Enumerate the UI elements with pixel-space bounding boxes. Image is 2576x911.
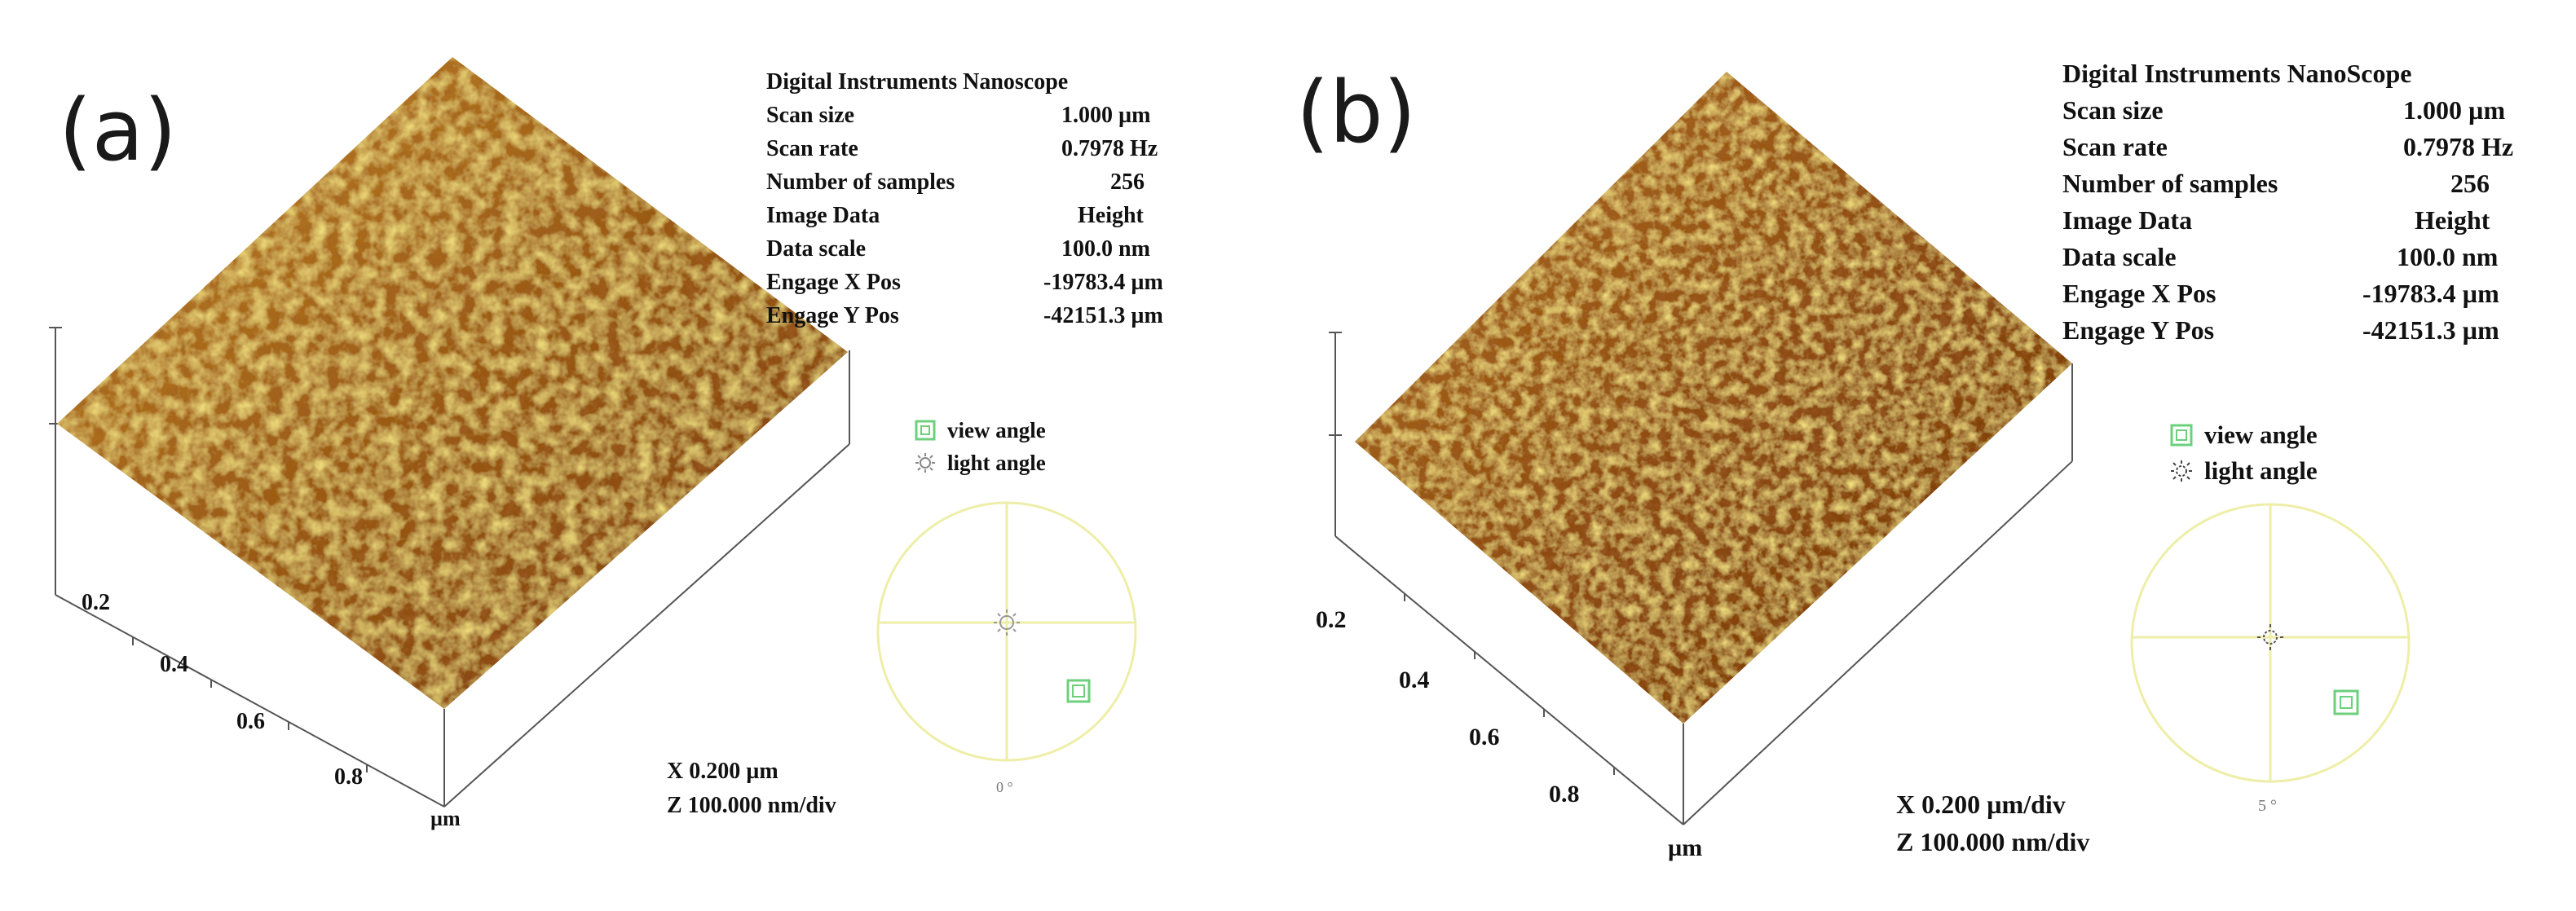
- axis-frame: [49, 327, 850, 808]
- scale-readout: X 0.200 µm/div Z 100.000 nm/div: [1896, 786, 2089, 860]
- param-value: -19783.4 µm: [1043, 270, 1163, 295]
- dial-angle-label: 0 °: [996, 779, 1013, 795]
- axis-tick-label: 0.6: [1469, 724, 1500, 750]
- axis-tick-label: 0.4: [1399, 667, 1430, 693]
- light-angle-icon: [915, 453, 935, 473]
- param-row: Scan rate 0.7978 Hz: [766, 132, 1158, 165]
- view-angle-icon: [2170, 424, 2193, 447]
- param-value: 1.000 µm: [2403, 95, 2506, 125]
- param-value: -42151.3 µm: [2362, 315, 2499, 345]
- param-row: Image Data Height: [766, 199, 1144, 232]
- param-value: 0.7978 Hz: [2403, 132, 2514, 161]
- param-value: 100.0 nm: [2397, 242, 2499, 271]
- angle-dial: [2130, 503, 2411, 783]
- scale-readout: X 0.200 µm Z 100.000 nm/div: [667, 755, 836, 823]
- axis-frame: [1329, 332, 2073, 825]
- light-angle-label: light angle: [2204, 456, 2318, 485]
- scan-info: Digital Instruments NanoScope Scan size 1…: [2062, 55, 2513, 349]
- param-name: Engage Y Pos: [2062, 315, 2215, 345]
- angle-legend: view angle light angle: [2170, 417, 2318, 489]
- light-angle-icon: [2171, 460, 2192, 482]
- param-value: -19783.4 µm: [2362, 279, 2499, 308]
- param-name: Engage Y Pos: [766, 303, 899, 328]
- afm-3d-surface: [49, 57, 850, 808]
- panel-a: (a) Digital Instruments Nanoscope Scan s…: [49, 57, 1163, 830]
- param-name: Image Data: [2062, 205, 2193, 235]
- axis-tick-label: 0.2: [82, 590, 110, 615]
- param-row: Engage Y Pos -42151.3 µm: [2062, 312, 2499, 349]
- axis-tick-label: 0.6: [236, 709, 265, 734]
- axis-tick-marks: [1404, 593, 1615, 775]
- param-row: Scan size 1.000 µm: [766, 99, 1150, 132]
- view-angle-legend: view angle: [2170, 417, 2318, 453]
- light-angle-marker: [2257, 624, 2283, 650]
- param-value: Height: [1078, 203, 1144, 228]
- axis-unit-label: µm: [1668, 834, 1703, 861]
- param-name: Scan size: [766, 103, 855, 128]
- panel-label: (a): [59, 81, 177, 180]
- x-scale: X 0.200 µm: [667, 759, 779, 784]
- axis-tick-label: 0.8: [334, 764, 363, 790]
- view-angle-marker: [1066, 679, 1091, 703]
- scan-info: Digital Instruments Nanoscope Scan size 1…: [766, 65, 1163, 332]
- param-value: 0.7978 Hz: [1061, 136, 1158, 161]
- param-row: Number of samples 256: [766, 165, 1145, 199]
- height-surface: [57, 57, 848, 709]
- param-row: Number of samples 256: [2062, 165, 2490, 202]
- param-row: Scan rate 0.7978 Hz: [2062, 129, 2513, 165]
- param-name: Scan size: [2062, 95, 2164, 125]
- param-name: Engage X Pos: [766, 270, 901, 295]
- afm-3d-surface: [1329, 72, 2073, 825]
- view-angle-label: view angle: [2204, 420, 2318, 449]
- light-angle-legend: light angle: [2170, 453, 2318, 489]
- param-row: Engage Y Pos -42151.3 µm: [766, 299, 1163, 332]
- z-scale: Z 100.000 nm/div: [1896, 827, 2090, 856]
- param-row: Engage X Pos -19783.4 µm: [2062, 275, 2499, 312]
- x-scale: X 0.200 µm/div: [1896, 790, 2066, 819]
- axis-tick-label: 0.8: [1549, 781, 1580, 808]
- param-name: Scan rate: [2062, 132, 2168, 161]
- light-angle-marker: [994, 610, 1020, 636]
- view-angle-legend: view angle: [915, 414, 1046, 447]
- view-angle-marker: [2333, 689, 2359, 715]
- param-row: Data scale 100.0 nm: [2062, 239, 2498, 275]
- param-value: Height: [2415, 205, 2490, 235]
- z-scale: Z 100.000 nm/div: [667, 793, 836, 818]
- view-angle-label: view angle: [947, 418, 1046, 442]
- axis-tick-label: 0.4: [160, 652, 188, 677]
- view-angle-icon: [915, 420, 936, 441]
- height-surface: [1355, 72, 2072, 724]
- param-row: Data scale 100.0 nm: [766, 232, 1150, 266]
- panel-b: (b) Digital Instruments NanoScope Scan s…: [1288, 0, 2576, 911]
- axis-unit-label: µm: [430, 807, 461, 830]
- dial-angle-label: 5 °: [2258, 797, 2277, 815]
- panel-label: (b): [1296, 63, 1417, 162]
- light-angle-legend: light angle: [915, 447, 1046, 479]
- axis-tick-label: 0.2: [1316, 606, 1347, 633]
- param-row: Scan size 1.000 µm: [2062, 92, 2505, 129]
- param-value: 256: [1110, 169, 1145, 195]
- param-value: 256: [2450, 169, 2490, 198]
- axis-tick-marks: [132, 637, 368, 772]
- param-name: Number of samples: [766, 169, 955, 195]
- param-row: Image Data Height: [2062, 202, 2490, 239]
- instrument-title: Digital Instruments Nanoscope: [766, 69, 1069, 95]
- param-value: -42151.3 µm: [1043, 303, 1163, 328]
- instrument-title: Digital Instruments NanoScope: [2062, 59, 2412, 88]
- param-name: Data scale: [766, 236, 867, 262]
- param-row: Engage X Pos -19783.4 µm: [766, 266, 1163, 299]
- param-name: Engage X Pos: [2062, 279, 2217, 308]
- light-angle-label: light angle: [947, 451, 1046, 475]
- param-value: 100.0 nm: [1061, 236, 1150, 262]
- angle-legend: view angle light angle: [915, 414, 1046, 479]
- param-name: Scan rate: [766, 136, 858, 161]
- param-name: Image Data: [766, 203, 880, 228]
- param-value: 1.000 µm: [1061, 103, 1151, 128]
- param-name: Number of samples: [2062, 169, 2278, 198]
- param-name: Data scale: [2062, 242, 2177, 271]
- angle-dial: [876, 501, 1137, 762]
